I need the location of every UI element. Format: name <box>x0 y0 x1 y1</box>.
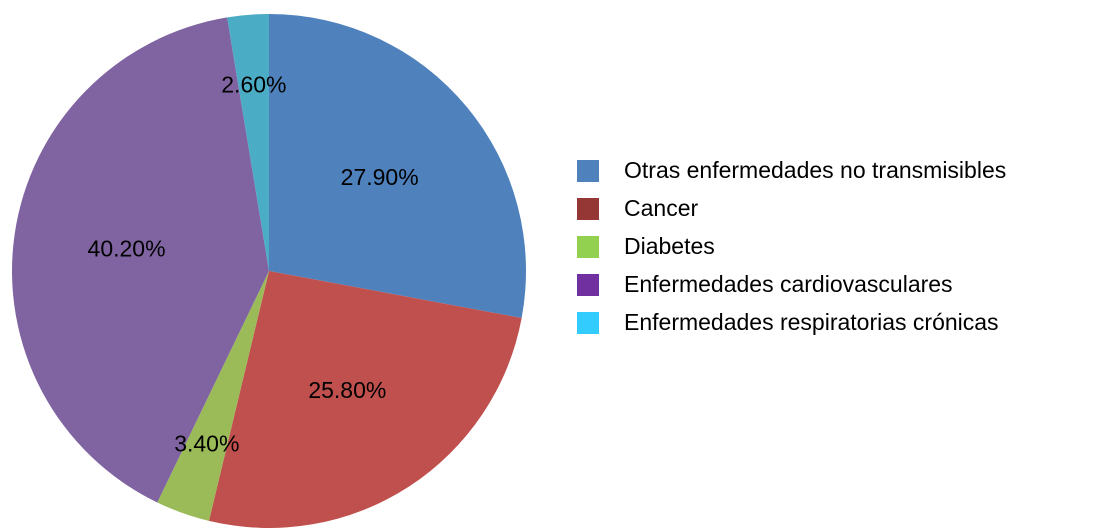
legend-swatch <box>577 236 599 258</box>
legend-swatch <box>577 274 599 296</box>
legend-label: Diabetes <box>624 233 715 259</box>
slice-label: 3.40% <box>174 430 239 456</box>
slice-label: 2.60% <box>221 72 286 98</box>
pie-slice <box>208 271 522 528</box>
pie-slice <box>11 17 269 503</box>
legend-label: Otras enfermedades no transmisibles <box>624 157 1006 183</box>
slice-label: 27.90% <box>341 164 419 190</box>
legend-label: Enfermedades respiratorias crónicas <box>624 309 999 335</box>
legend-swatch <box>577 160 599 182</box>
legend-label: Enfermedades cardiovasculares <box>624 271 953 297</box>
legend-swatch <box>577 312 599 334</box>
slice-label: 25.80% <box>308 377 386 403</box>
pie-slice <box>269 14 526 319</box>
legend-label: Cancer <box>624 195 698 221</box>
pie-slice <box>227 14 269 271</box>
pie-slice <box>157 271 269 521</box>
slice-label: 40.20% <box>88 236 166 262</box>
legend-swatch <box>577 198 599 220</box>
